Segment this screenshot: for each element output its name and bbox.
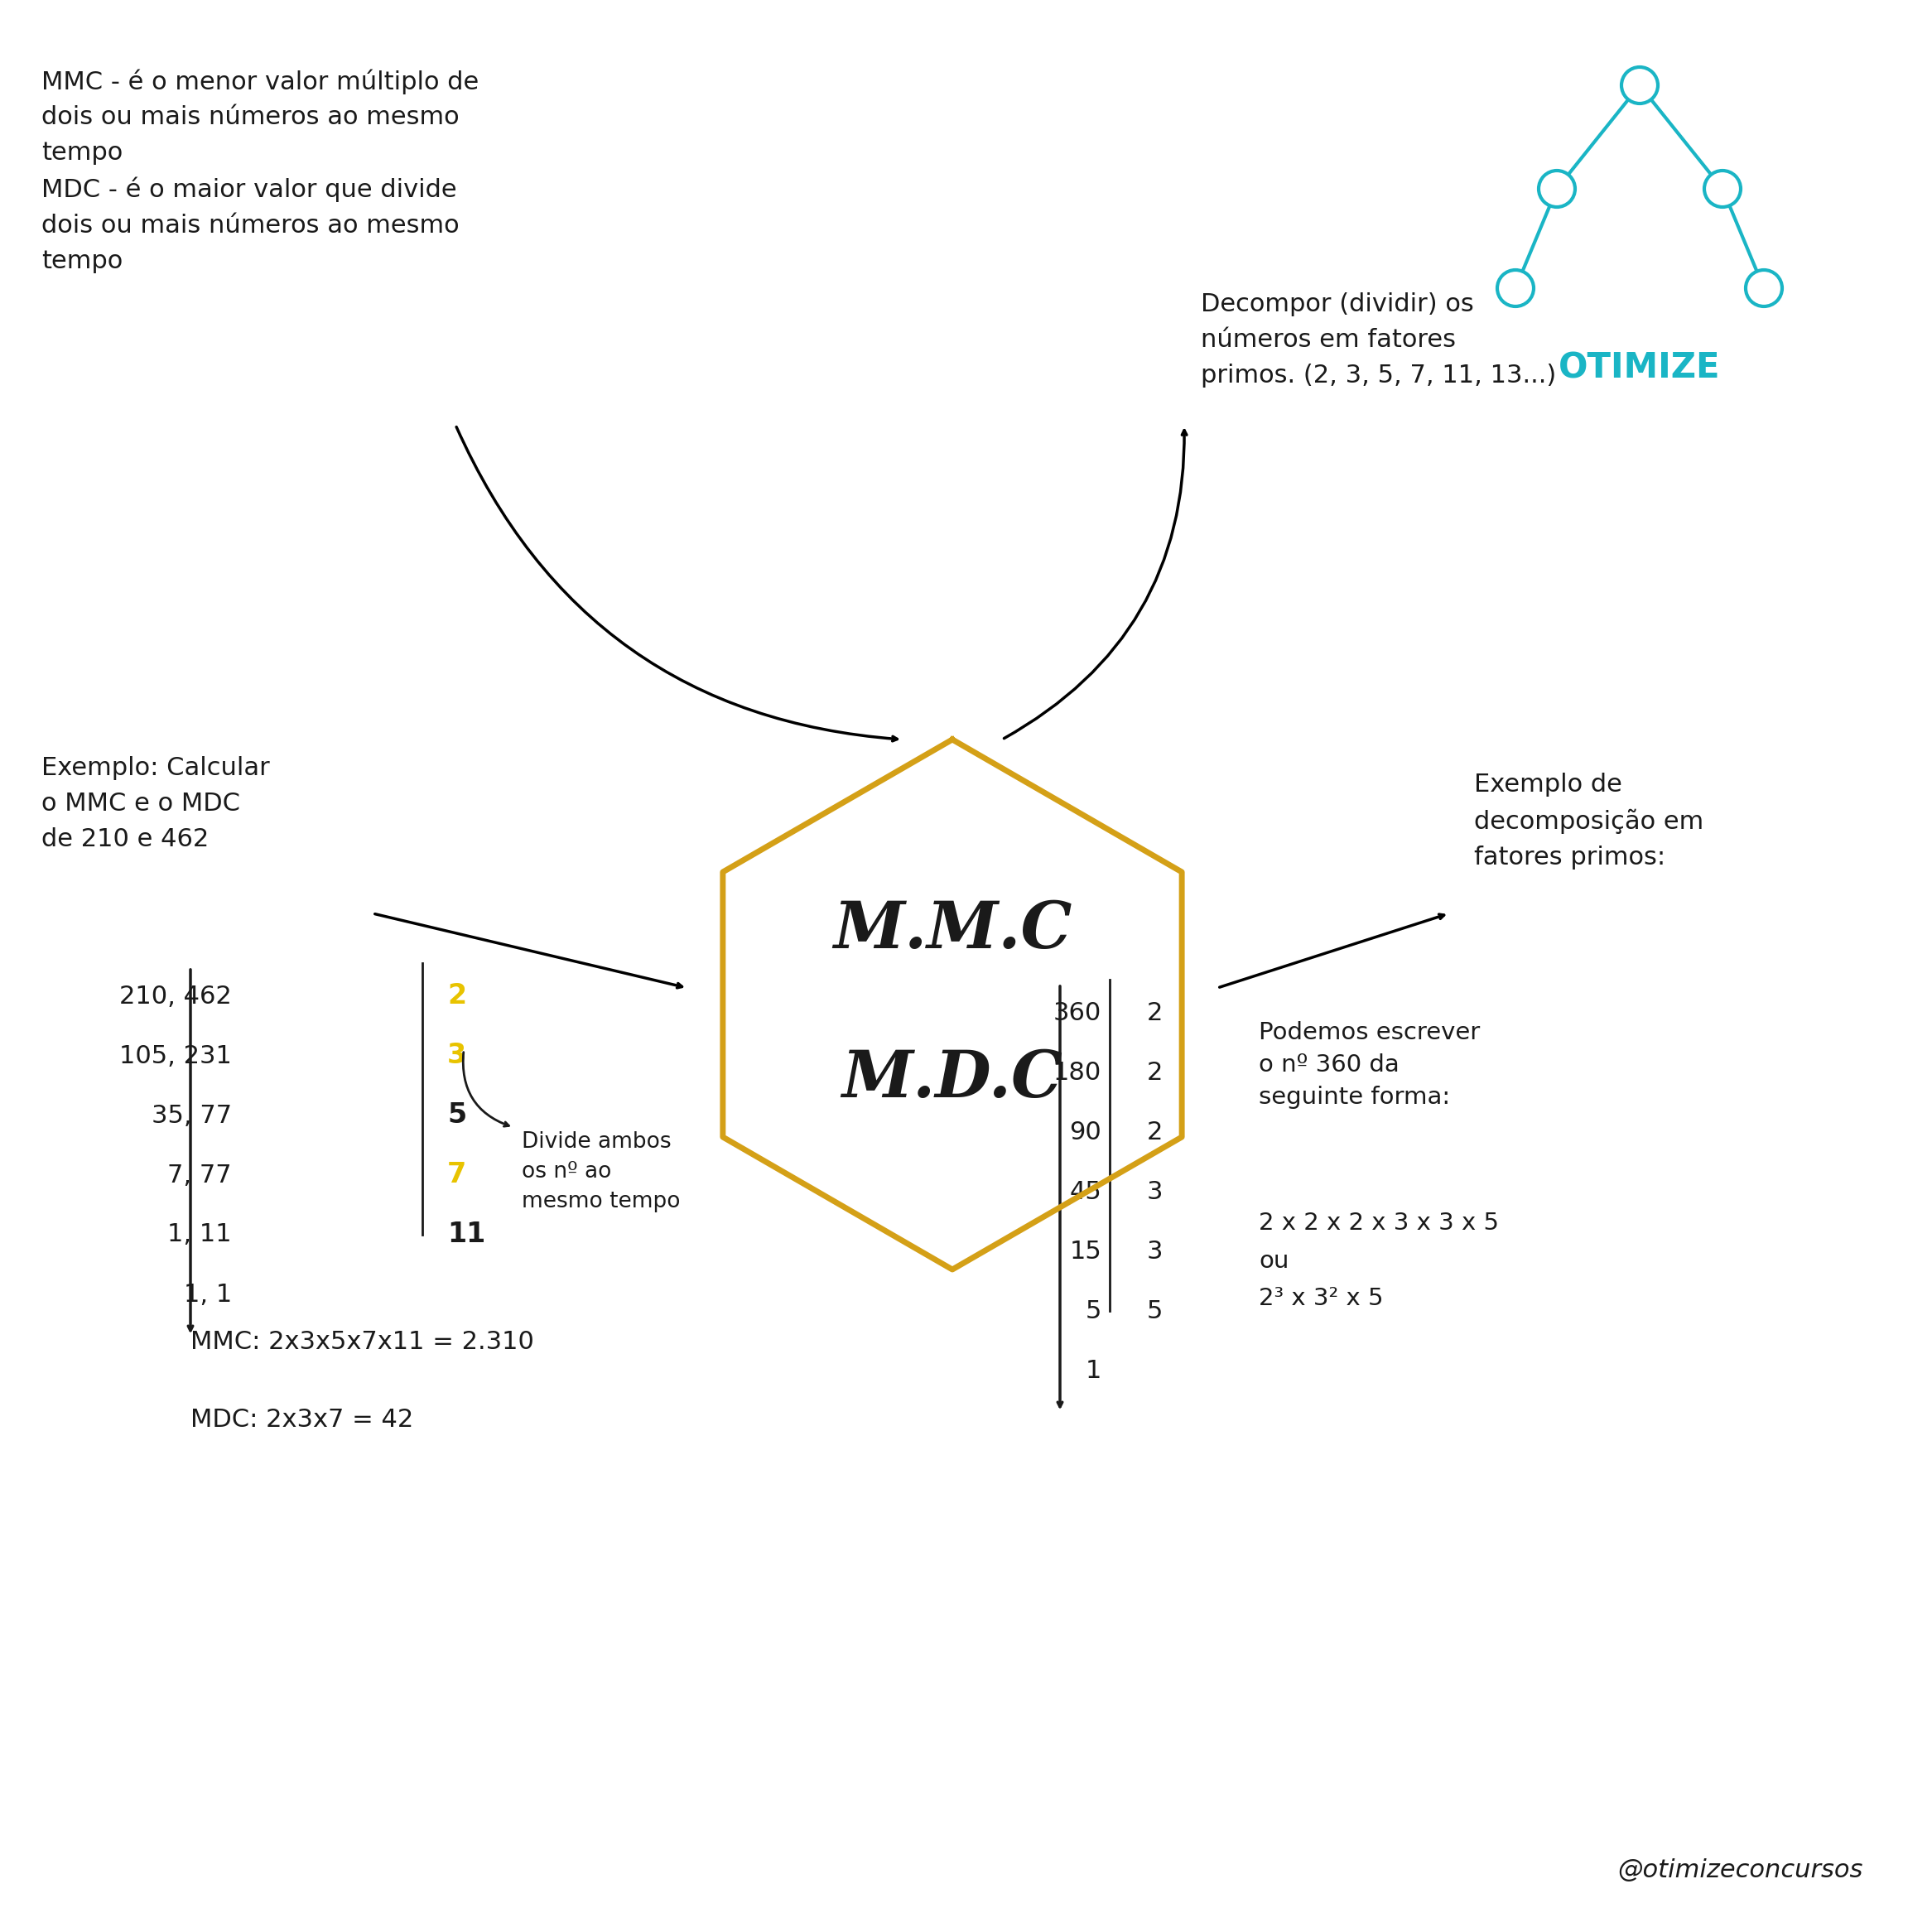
Text: 5: 5 bbox=[1148, 1298, 1163, 1323]
Circle shape bbox=[1704, 170, 1741, 207]
Circle shape bbox=[1747, 270, 1781, 307]
Text: Exemplo de
decomposição em
fatores primos:: Exemplo de decomposição em fatores primo… bbox=[1474, 773, 1704, 869]
Text: 3: 3 bbox=[1148, 1180, 1163, 1204]
Text: M.D.C: M.D.C bbox=[842, 1047, 1063, 1111]
Text: 5: 5 bbox=[446, 1101, 466, 1128]
Text: 1, 11: 1, 11 bbox=[168, 1223, 232, 1246]
Text: MDC: 2x3x7 = 42: MDC: 2x3x7 = 42 bbox=[191, 1408, 413, 1432]
Text: 360: 360 bbox=[1053, 1001, 1101, 1024]
Text: OTIMIZE: OTIMIZE bbox=[1559, 350, 1721, 384]
Text: 2 x 2 x 2 x 3 x 3 x 5
ou
2³ x 3² x 5: 2 x 2 x 2 x 3 x 3 x 5 ou 2³ x 3² x 5 bbox=[1260, 1211, 1499, 1310]
Text: 180: 180 bbox=[1053, 1061, 1101, 1084]
Text: 2: 2 bbox=[1148, 1001, 1163, 1024]
Text: 1: 1 bbox=[1086, 1358, 1101, 1383]
Text: 105, 231: 105, 231 bbox=[120, 1043, 232, 1068]
Text: 5: 5 bbox=[1086, 1298, 1101, 1323]
Circle shape bbox=[1538, 170, 1575, 207]
Text: Divide ambos
os nº ao
mesmo tempo: Divide ambos os nº ao mesmo tempo bbox=[522, 1132, 680, 1213]
Text: 210, 462: 210, 462 bbox=[120, 983, 232, 1009]
Text: 2: 2 bbox=[1148, 1061, 1163, 1084]
Text: @otimizeconcursos: @otimizeconcursos bbox=[1617, 1859, 1862, 1882]
Text: 2: 2 bbox=[1148, 1121, 1163, 1144]
Text: Podemos escrever
o nº 360 da
seguinte forma:: Podemos escrever o nº 360 da seguinte fo… bbox=[1260, 1022, 1480, 1109]
Text: 3: 3 bbox=[446, 1041, 466, 1070]
Circle shape bbox=[1621, 68, 1658, 104]
Text: 2: 2 bbox=[446, 983, 466, 1010]
Text: 11: 11 bbox=[446, 1221, 485, 1248]
Text: MMC - é o menor valor múltiplo de
dois ou mais números ao mesmo
tempo
MDC - é o : MMC - é o menor valor múltiplo de dois o… bbox=[41, 70, 479, 272]
Text: 45: 45 bbox=[1068, 1180, 1101, 1204]
Text: Exemplo: Calcular
o MMC e o MDC
de 210 e 462: Exemplo: Calcular o MMC e o MDC de 210 e… bbox=[41, 755, 270, 850]
Text: 7, 77: 7, 77 bbox=[168, 1163, 232, 1186]
Text: 1, 1: 1, 1 bbox=[184, 1283, 232, 1306]
Text: 15: 15 bbox=[1068, 1238, 1101, 1264]
Text: MMC: 2x3x5x7x11 = 2.310: MMC: 2x3x5x7x11 = 2.310 bbox=[191, 1329, 533, 1354]
Text: 35, 77: 35, 77 bbox=[151, 1103, 232, 1128]
Text: 7: 7 bbox=[446, 1161, 466, 1188]
Text: M.M.C: M.M.C bbox=[833, 898, 1072, 962]
Circle shape bbox=[1497, 270, 1534, 307]
Text: 3: 3 bbox=[1148, 1238, 1163, 1264]
Text: 90: 90 bbox=[1068, 1121, 1101, 1144]
Text: Decompor (dividir) os
números em fatores
primos. (2, 3, 5, 7, 11, 13...): Decompor (dividir) os números em fatores… bbox=[1202, 292, 1557, 386]
